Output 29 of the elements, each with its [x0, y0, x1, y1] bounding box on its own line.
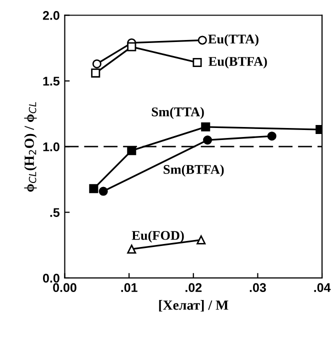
- point: [196, 235, 206, 244]
- y-tick-label: 1.5: [43, 76, 60, 86]
- point: [127, 244, 136, 254]
- y-tick-label: 1.0: [43, 142, 60, 152]
- point: [127, 42, 136, 52]
- point: [98, 186, 108, 196]
- point: [198, 36, 207, 45]
- x-tick-label: .02: [186, 283, 202, 292]
- point: [192, 58, 202, 68]
- point: [201, 122, 210, 132]
- x-tick-label: .04: [314, 283, 331, 292]
- point: [267, 132, 276, 141]
- x-axis-title: [Хелат] / M: [159, 300, 228, 312]
- x-tick-label: .03: [250, 283, 266, 292]
- point: [91, 68, 100, 78]
- series-label: Eu(BTFA): [208, 56, 267, 69]
- x-tick-label: .01: [121, 283, 138, 292]
- series-label: Eu(FOD): [132, 230, 184, 243]
- y-tick-label: 0.0: [43, 274, 60, 283]
- series-label: Sm(TTA): [152, 107, 204, 120]
- y-axis-title: ϕ$_{CL}$(H$_{2}$O) / ϕ$_{CL}$: [24, 102, 37, 192]
- series-label: Eu(TTA): [208, 34, 258, 46]
- y-tick-label: 2.0: [42, 11, 60, 20]
- series-label: Sm(BTFA): [164, 164, 224, 177]
- x-tick-label: 0.00: [53, 283, 76, 292]
- point: [203, 136, 212, 145]
- y-tick-label: .5: [50, 208, 60, 217]
- point: [92, 59, 102, 68]
- point: [89, 184, 98, 194]
